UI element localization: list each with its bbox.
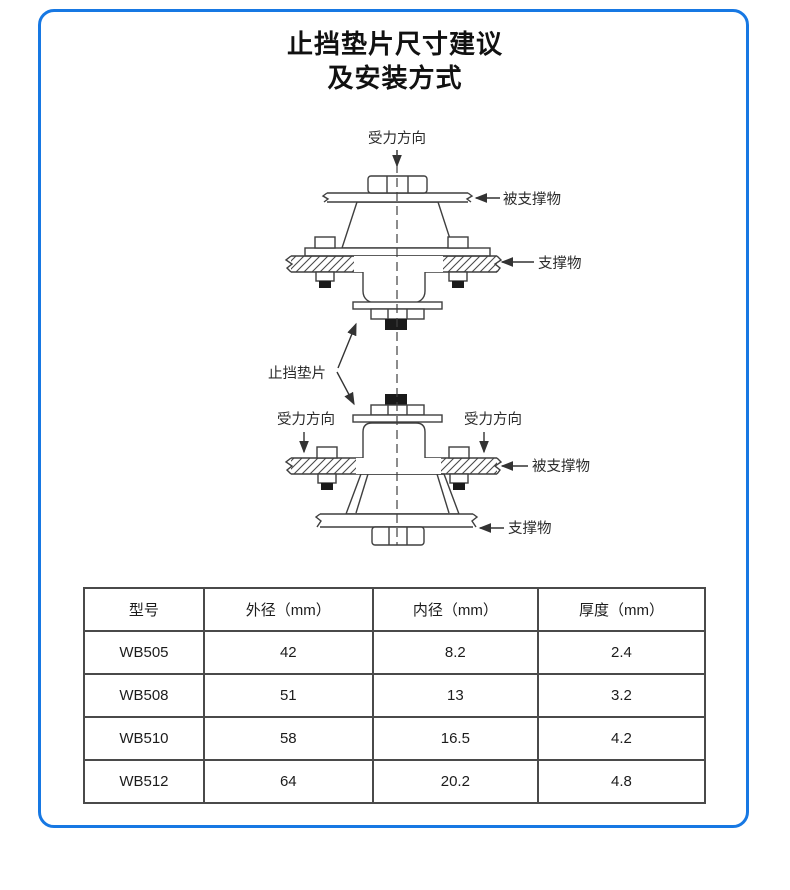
support-object-bottom-label: 支撑物 (508, 520, 552, 537)
size-table: 型号 外径（mm） 内径（mm） 厚度（mm） WB505 42 8.2 2.4… (83, 587, 707, 804)
header-inner-diameter: 内径（mm） (371, 587, 539, 632)
cell-thickness: 2.4 (536, 630, 707, 675)
stop-washer-label: 止挡垫片 (268, 365, 326, 382)
page-title-line2: 及安装方式 (327, 63, 463, 93)
upper-cup (362, 272, 426, 304)
force-direction-top-label: 受力方向 (368, 130, 426, 147)
table-row: WB508 51 13 3.2 (83, 673, 707, 718)
cell-outer: 64 (202, 759, 374, 804)
header-model: 型号 (83, 587, 205, 632)
cell-model: WB512 (83, 759, 205, 804)
cell-model: WB505 (83, 630, 205, 675)
table-row: WB505 42 8.2 2.4 (83, 630, 707, 675)
lower-cup (362, 422, 426, 458)
cell-outer: 51 (202, 673, 374, 718)
force-direction-left-label: 受力方向 (277, 411, 335, 428)
cell-outer: 58 (202, 716, 374, 761)
cell-thickness: 4.8 (536, 759, 707, 804)
lower-left-bolt (316, 446, 338, 490)
header-outer-diameter: 外径（mm） (202, 587, 374, 632)
isolator-drawing (284, 175, 503, 546)
supported-object-bottom-label: 被支撑物 (532, 458, 590, 475)
stop-washer-leader-down (336, 371, 355, 406)
bottom-hex-nut (371, 526, 425, 546)
installation-diagram: 受力方向 被支撑物 支撑物 止挡垫片 受力方向 受力方向 被支撑物 支撑物 (268, 130, 590, 546)
cell-inner: 16.5 (371, 716, 539, 761)
cell-inner: 13 (371, 673, 539, 718)
stop-washer-leader-up (337, 322, 357, 369)
upper-right-bolt (447, 236, 469, 288)
cell-thickness: 4.2 (536, 716, 707, 761)
supported-object-top-label: 被支撑物 (503, 191, 561, 208)
force-direction-right-label: 受力方向 (464, 411, 522, 428)
cell-model: WB508 (83, 673, 205, 718)
cell-inner: 8.2 (371, 630, 539, 675)
table-row: WB512 64 20.2 4.8 (83, 759, 707, 804)
lower-mount-cone (344, 473, 461, 515)
cell-thickness: 3.2 (536, 673, 707, 718)
header-thickness: 厚度（mm） (536, 587, 707, 632)
support-object-top-label: 支撑物 (538, 255, 582, 272)
cell-model: WB510 (83, 716, 205, 761)
page-title-line1: 止挡垫片尺寸建议 (286, 29, 503, 59)
cell-inner: 20.2 (371, 759, 539, 804)
cell-outer: 42 (202, 630, 374, 675)
upper-left-bolt (314, 236, 336, 288)
table-header-row: 型号 外径（mm） 内径（mm） 厚度（mm） (83, 587, 707, 632)
table-row: WB510 58 16.5 4.2 (83, 716, 707, 761)
page-title: 止挡垫片尺寸建议 及安装方式 (0, 27, 790, 95)
lower-right-bolt (448, 446, 470, 490)
